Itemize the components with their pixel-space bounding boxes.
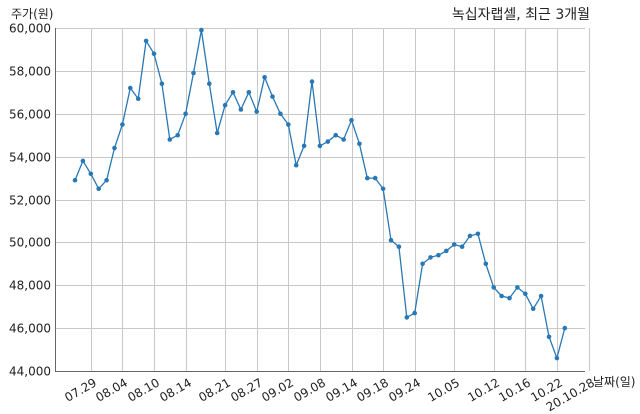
data-point xyxy=(262,75,267,80)
data-point xyxy=(143,38,149,44)
data-point xyxy=(293,162,299,168)
data-point xyxy=(436,252,441,258)
x-tick-label: 09.08 xyxy=(291,375,328,404)
data-point xyxy=(88,171,94,177)
x-tick-label: 07.29 xyxy=(62,375,99,404)
x-tick-label: 08.21 xyxy=(196,375,233,404)
y-tick-labels: 44,000 46,000 48,000 50,000 52,000 54,000 56,0… xyxy=(9,22,51,379)
data-point xyxy=(365,175,370,181)
data-point xyxy=(515,285,520,290)
data-point xyxy=(380,186,386,192)
data-point xyxy=(238,107,244,112)
data-point xyxy=(175,132,180,138)
data-point xyxy=(151,51,157,56)
data-point xyxy=(412,310,418,316)
data-point xyxy=(159,81,165,86)
data-point xyxy=(309,79,315,84)
data-point xyxy=(96,186,101,192)
x-tick-label: 10.12 xyxy=(465,375,502,404)
x-tick-label: 09.18 xyxy=(354,375,391,404)
data-point xyxy=(286,122,291,127)
data-point xyxy=(396,244,402,249)
x-tick-label: 09.24 xyxy=(386,375,423,404)
data-point xyxy=(167,137,173,142)
data-point xyxy=(530,306,536,312)
y-tick-label: 58,000 xyxy=(9,65,51,79)
axes xyxy=(55,28,585,372)
y-tick-label: 56,000 xyxy=(9,108,51,122)
x-tick-label: 09.14 xyxy=(323,375,360,404)
grid xyxy=(55,28,590,372)
x-tick-label: 09.02 xyxy=(259,375,296,404)
x-tick-label: 10.16 xyxy=(496,375,533,404)
data-point xyxy=(325,139,331,144)
y-tick-label: 44,000 xyxy=(9,365,51,379)
data-point xyxy=(499,293,504,299)
y-tick-label: 54,000 xyxy=(9,151,51,165)
data-point xyxy=(483,261,489,267)
data-point xyxy=(404,315,410,320)
x-tick-label: 08.04 xyxy=(93,375,130,404)
data-point xyxy=(451,242,457,247)
data-point xyxy=(72,177,78,183)
data-point xyxy=(420,261,425,267)
data-point xyxy=(104,177,109,183)
data-point xyxy=(459,244,465,249)
x-tick-label: 08.14 xyxy=(157,375,194,404)
data-point xyxy=(554,355,560,361)
data-point xyxy=(333,132,339,138)
data-point xyxy=(207,81,212,86)
y-tick-label: 52,000 xyxy=(9,194,51,208)
data-point xyxy=(112,145,117,151)
chart-title: 녹십자랩셀, 최근 3개월 xyxy=(452,7,590,23)
y-tick-label: 48,000 xyxy=(9,279,51,293)
data-point xyxy=(523,291,528,297)
data-point xyxy=(128,85,133,91)
series-line xyxy=(74,29,566,361)
y-tick-label: 60,000 xyxy=(9,22,51,36)
x-tick-label: 08.10 xyxy=(125,375,162,404)
data-point xyxy=(246,90,252,95)
data-point xyxy=(538,293,544,299)
data-point xyxy=(191,70,196,76)
data-point xyxy=(80,158,86,164)
data-point xyxy=(254,109,259,114)
data-point xyxy=(120,122,125,127)
data-point xyxy=(135,96,141,101)
data-point xyxy=(317,143,323,149)
y-axis-title: 주가(원) xyxy=(11,7,53,21)
data-point xyxy=(491,285,497,290)
data-point xyxy=(546,334,552,340)
x-tick-label: 08.27 xyxy=(228,375,265,404)
data-series xyxy=(72,27,568,361)
data-point xyxy=(349,117,354,123)
data-point xyxy=(507,295,512,301)
data-point xyxy=(444,248,449,254)
x-axis-title: 날짜(일) xyxy=(593,375,635,389)
data-point xyxy=(222,102,228,108)
y-tick-label: 46,000 xyxy=(9,322,51,336)
data-point xyxy=(183,111,188,117)
data-point xyxy=(199,27,204,33)
data-point xyxy=(278,111,283,117)
data-point xyxy=(467,233,473,239)
data-point xyxy=(341,137,346,142)
data-point xyxy=(475,231,481,237)
data-point xyxy=(562,325,568,331)
data-point xyxy=(230,90,236,95)
data-point xyxy=(357,141,362,147)
data-point xyxy=(301,143,307,149)
data-point xyxy=(270,94,275,99)
x-tick-label: 10.05 xyxy=(425,375,462,404)
data-point xyxy=(214,130,220,136)
y-tick-label: 50,000 xyxy=(9,236,51,250)
data-point xyxy=(388,237,394,243)
data-point xyxy=(428,255,433,260)
data-point xyxy=(372,175,378,181)
